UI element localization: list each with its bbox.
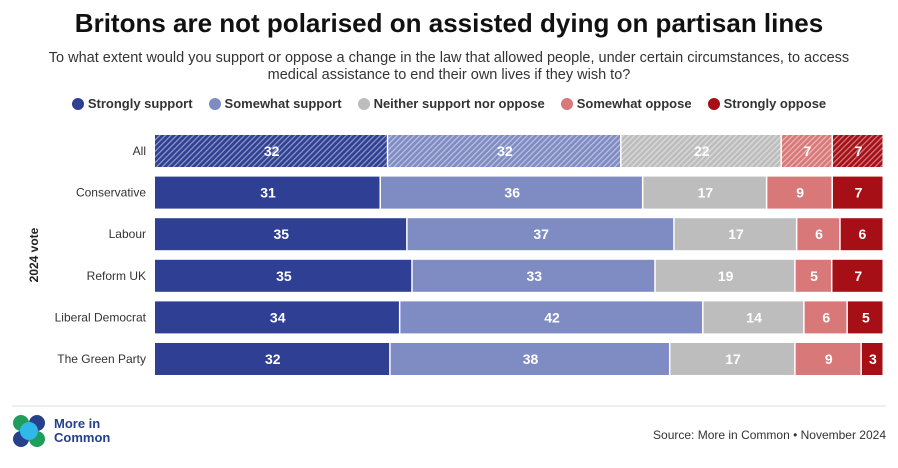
category-label: Liberal Democrat <box>55 310 147 324</box>
data-label: 5 <box>810 268 818 284</box>
data-label: 9 <box>796 185 804 201</box>
legend-item: Somewhat support <box>208 96 342 111</box>
legend-label: Somewhat oppose <box>576 96 692 111</box>
legend-label: Neither support nor oppose <box>373 96 545 111</box>
bar-segment <box>400 301 703 334</box>
data-label: 7 <box>854 268 862 284</box>
bar-segment <box>847 301 883 334</box>
data-label: 19 <box>718 268 734 284</box>
logo-icon <box>13 415 45 447</box>
data-label: 6 <box>858 226 866 242</box>
data-label: 6 <box>822 309 830 325</box>
chart-subtitle: To what extent would you support or oppo… <box>48 50 850 83</box>
data-label: 22 <box>694 143 710 159</box>
legend-label: Strongly oppose <box>723 96 827 111</box>
category-label: Labour <box>109 227 146 241</box>
bar-segment <box>155 135 387 167</box>
source-note: Source: More in Common • November 2024 <box>653 428 886 442</box>
data-label: 32 <box>497 143 513 159</box>
bar-segment <box>674 218 796 251</box>
bar-segment <box>861 343 883 375</box>
legend-swatch <box>208 97 221 110</box>
bar-segment <box>155 218 407 251</box>
data-label: 35 <box>276 268 292 284</box>
legend-swatch <box>71 97 84 110</box>
bar-segment <box>703 301 804 334</box>
more-in-common-logo: More in Common <box>12 414 110 448</box>
bar-segment <box>795 343 861 375</box>
bar-segment <box>832 259 883 292</box>
data-label: 9 <box>825 351 833 367</box>
bar-segment <box>797 218 840 251</box>
bar-segment <box>390 343 669 375</box>
bar-segment <box>155 176 380 209</box>
data-label: 6 <box>815 226 823 242</box>
data-label: 34 <box>270 309 286 325</box>
logo-text-2: Common <box>54 430 111 445</box>
legend-swatch <box>707 97 720 110</box>
bar-segment <box>670 343 795 375</box>
data-label: 5 <box>862 309 870 325</box>
legend-item: Strongly oppose <box>707 96 827 111</box>
legend-swatch <box>560 97 573 110</box>
data-label: 37 <box>533 226 549 242</box>
bar-segment <box>155 259 412 292</box>
data-label: 3 <box>869 351 877 367</box>
category-label: Reform UK <box>87 269 146 283</box>
legend-item: Somewhat oppose <box>560 96 692 111</box>
bar-segment <box>781 135 832 167</box>
data-label: 38 <box>523 351 539 367</box>
data-label: 17 <box>698 185 714 201</box>
bar-segment <box>380 176 642 209</box>
bar-segment <box>767 176 832 209</box>
category-label: Conservative <box>76 186 146 200</box>
bar-segment <box>155 301 399 334</box>
data-label: 42 <box>544 309 560 325</box>
legend-label: Somewhat support <box>224 96 342 111</box>
data-label: 31 <box>260 185 276 201</box>
data-label: 7 <box>855 143 863 159</box>
legend-label: Strongly support <box>87 96 193 111</box>
data-label: 36 <box>504 185 520 201</box>
data-label: 33 <box>526 268 542 284</box>
divider <box>12 405 886 407</box>
bar-segment <box>795 259 831 292</box>
bar-segment <box>832 176 883 209</box>
bar-segment <box>621 135 781 167</box>
data-label: 7 <box>804 143 812 159</box>
data-label: 17 <box>725 351 741 367</box>
legend-item: Strongly support <box>71 96 193 111</box>
category-label: The Green Party <box>57 352 146 366</box>
legend-item: Neither support nor oppose <box>357 96 545 111</box>
data-label: 14 <box>746 309 762 325</box>
bar-segment <box>832 135 883 167</box>
bar-segment <box>840 218 883 251</box>
legend: Strongly support Somewhat support Neither … <box>0 96 898 111</box>
data-label: 17 <box>728 226 744 242</box>
data-label: 32 <box>264 143 280 159</box>
bar-segment <box>804 301 847 334</box>
bar-segment <box>407 218 674 251</box>
bar-segment <box>412 259 655 292</box>
bar-segment <box>388 135 621 167</box>
bar-segment <box>655 259 795 292</box>
data-label: 35 <box>274 226 290 242</box>
chart-title: Britons are not polarised on assisted dy… <box>74 8 824 38</box>
category-label: All <box>133 144 146 158</box>
data-label: 7 <box>855 185 863 201</box>
bar-segment <box>155 343 390 375</box>
logo-text-1: More in <box>54 416 101 431</box>
data-label: 32 <box>265 351 281 367</box>
bar-segment <box>643 176 766 209</box>
legend-swatch <box>357 97 370 110</box>
